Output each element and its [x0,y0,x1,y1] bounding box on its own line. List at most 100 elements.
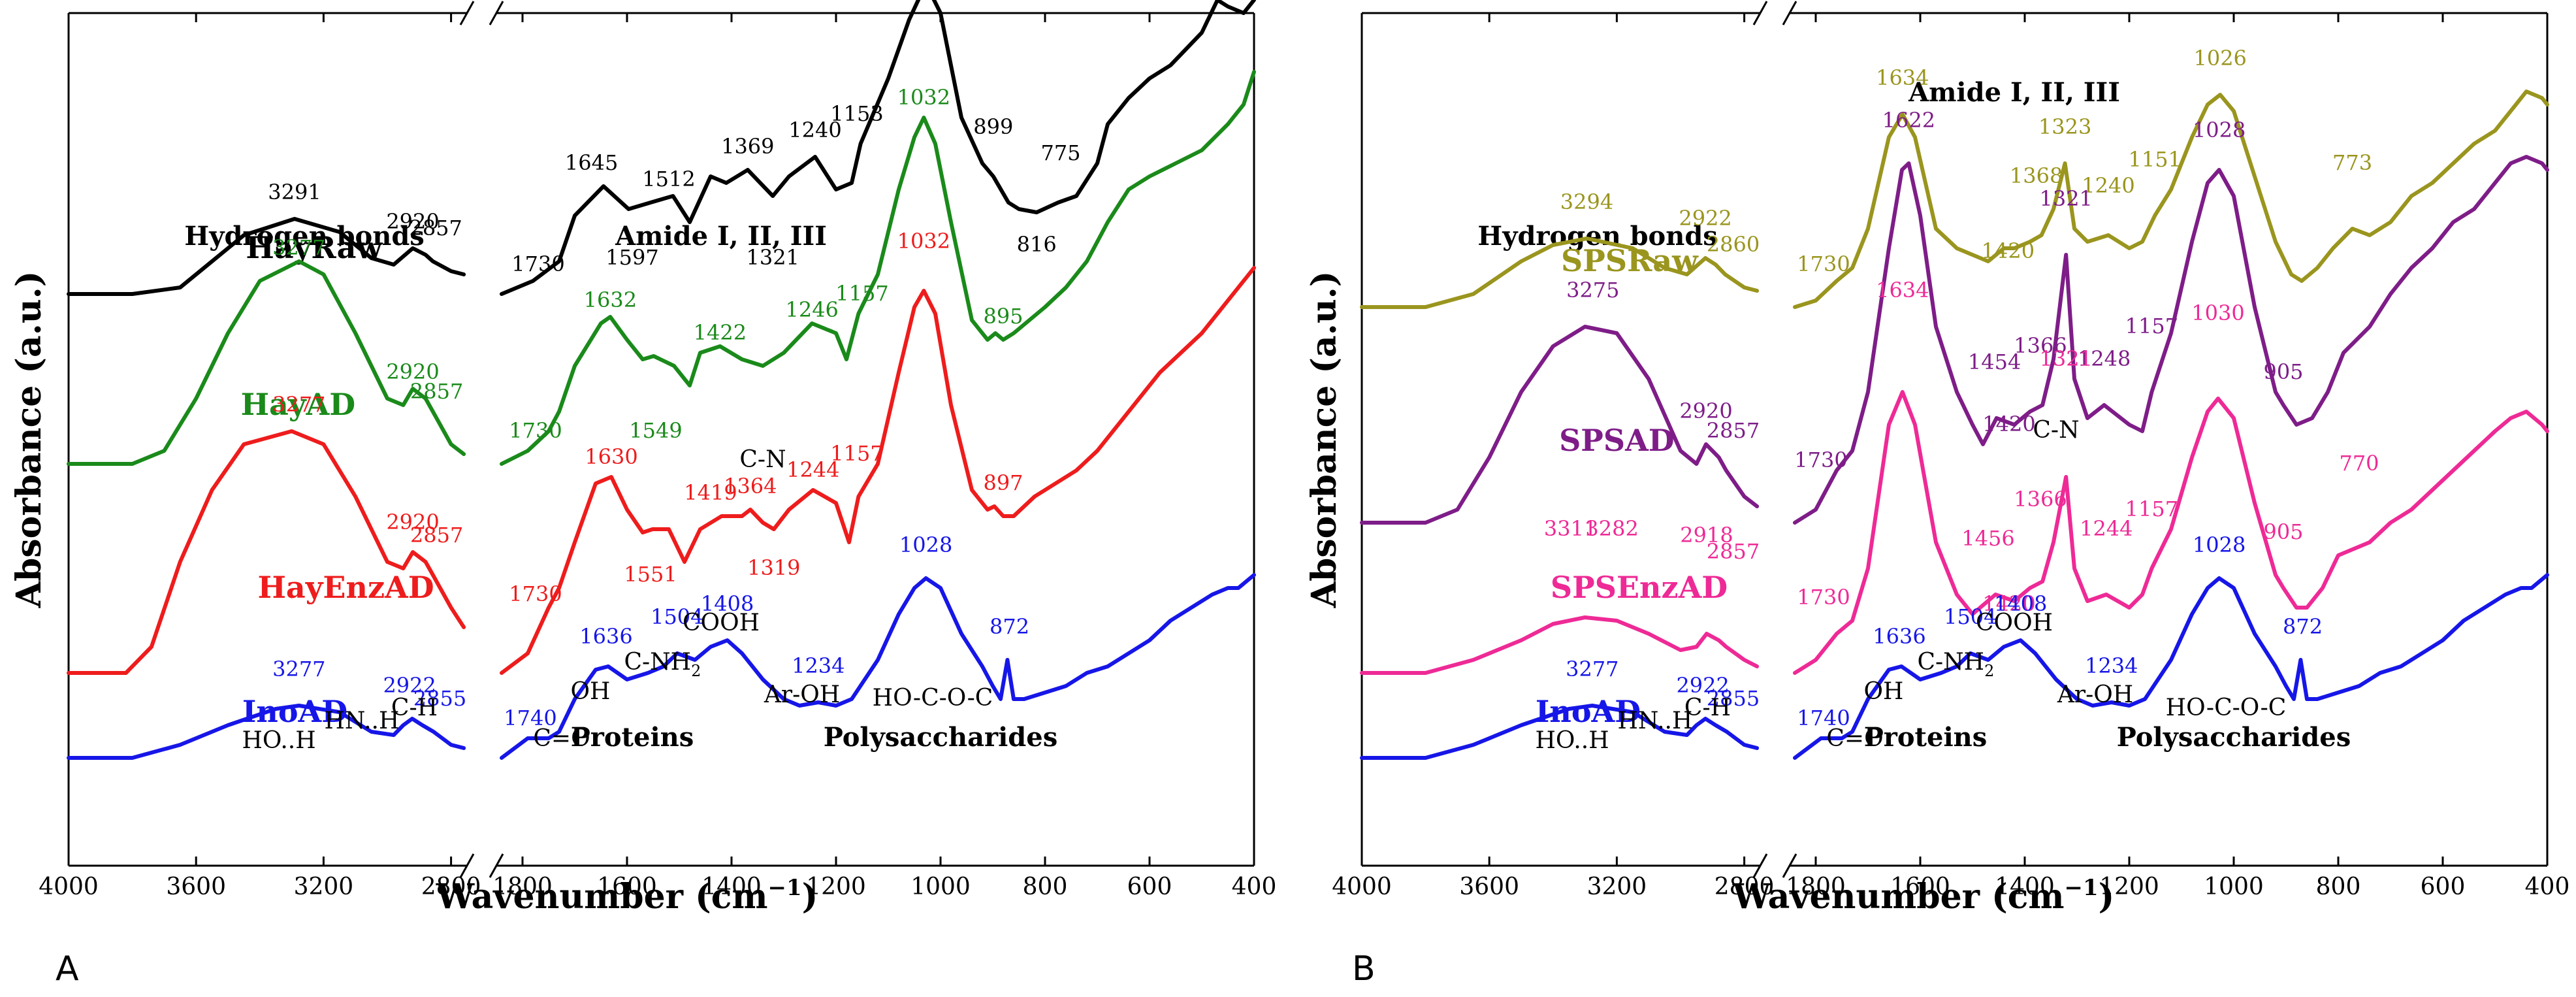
panel-letter: A [56,949,79,989]
peak-label: 775 [1040,140,1080,165]
band-label: COOH [1976,610,2053,636]
band-label-subscript: 2 [691,662,701,680]
peak-label: 1032 [897,85,950,110]
peak-label: 2857 [1707,539,1760,564]
band-label: HO..H [1536,727,1609,754]
band-label-text: Proteins [1864,722,1988,753]
series-label-spsad: SPSAD [1559,423,1675,458]
series-label-hayraw: HayRaw [246,230,383,265]
band-label: C-N [739,446,786,473]
x-tick-label: 2800 [1715,874,1775,900]
x-tick-label: 1800 [492,874,553,900]
peak-label: 895 [983,304,1023,329]
band-label-text: COOH [1976,610,2053,636]
series-label-spsraw: SPSRaw [1561,243,1699,278]
series-label-spsenzad: SPSEnzAD [1551,570,1728,605]
break-mark-left-top [1752,1,1768,25]
x-axis-label: Wavenumber (cm−1) [436,875,818,917]
peak-label: 1240 [788,118,841,142]
x-tick-label: 1600 [597,874,657,900]
peak-label: 1730 [509,581,562,606]
peak-label: 2857 [410,379,463,404]
band-label-text: HO-C-O-C [2166,695,2287,721]
band-label: Proteins [1864,722,1988,753]
peak-label: 1319 [747,555,800,580]
peak-label: 1630 [585,444,637,469]
peak-label: 1026 [2193,46,2246,71]
peak-label: 1512 [642,167,695,191]
peak-label: 1248 [2078,346,2131,371]
peak-label: 899 [973,114,1013,139]
x-tick-label: 3600 [166,874,226,900]
peak-label: 1454 [1968,350,2021,374]
peak-label: 1364 [724,474,777,498]
peak-label: 3291 [268,180,321,204]
x-tick-label: 4000 [1332,874,1392,900]
x-tick-label: 600 [1127,874,1172,900]
band-label: Ar-OH [764,681,840,708]
band-label: HO..H [242,727,316,754]
x-tick-label: 3200 [1587,874,1647,900]
peak-label: 770 [2339,451,2379,476]
peak-label: 3277 [272,392,325,417]
band-label-text: C-NH [1917,649,1984,676]
x-axis-label-text: Wavenumber (cm [1732,877,2065,917]
peak-label: 1321 [2039,186,2092,211]
break-mark-right-top [1782,1,1797,25]
peak-label: 2920 [386,209,439,234]
series-line-inoad-right [1793,573,2549,760]
peak-label: 1645 [565,150,618,175]
series-line-spsraw-left [1360,237,1760,309]
peak-label: 1730 [1794,448,1847,472]
peak-label: 1366 [2014,487,2067,512]
break-mark-left [459,853,475,878]
peak-label: 2920 [386,510,439,534]
peak-label: 1730 [509,418,562,443]
band-label: C=O [1826,725,1883,752]
panel-b: 4000 3600 3200 2800 1800 1600 1400 1200 1000 800 6… [1304,1,2569,989]
peak-label: 2922 [1676,673,1729,698]
peak-label: 1419 [684,480,737,505]
x-tick-label: 1000 [2204,874,2264,900]
peak-label: 1028 [2193,532,2246,557]
peak-label: 1032 [897,229,950,253]
panel-a: 4000 3600 3200 2800 1800 1600 1400 1200 1000 800 6… [9,0,1276,989]
x-tick-label: 400 [2525,874,2570,900]
x-tick-label: 800 [2316,874,2361,900]
x-tick-label: 800 [1023,874,1068,900]
x-tick-label: 1400 [701,874,762,900]
band-label-text: C-N [739,446,786,473]
series-line-hayenzad-left [67,429,466,675]
peak-label: 2857 [409,216,462,240]
series-line-hayad-left [67,259,466,466]
peak-label: 1597 [605,245,658,270]
peak-label: 2920 [1679,399,1732,423]
series-label-inoad: InoAD [242,694,347,729]
x-tick-label: 600 [2421,874,2466,900]
peak-label: 872 [990,614,1029,639]
band-label-text: C=O [533,725,590,752]
break-mark-left [1752,853,1768,878]
band-label-text: OH [571,678,611,705]
band-label-text: COOH [683,610,760,636]
peak-label: 1456 [1961,526,2014,551]
x-tick-label: 1400 [1995,874,2055,900]
x-tick-label: 1000 [910,874,971,900]
peak-label: 3275 [1566,278,1619,302]
band-label: C-NH2 [624,649,701,680]
peak-label: 1157 [830,441,883,466]
x-tick-label: 1600 [1890,874,1950,900]
peak-label: 1740 [504,706,556,730]
band-label-text: HO-C-O-C [873,685,993,711]
peak-label: 1420 [1982,412,2035,436]
peak-label: 905 [2263,359,2303,384]
peak-label: 1369 [721,134,774,159]
peak-label: 1028 [899,532,952,557]
peak-label: 1420 [1982,238,2035,263]
break-mark-right [489,853,504,878]
x-tick-label: 2800 [421,874,481,900]
x-axis-label-text: Wavenumber (cm [436,877,768,917]
peak-label: 773 [2332,150,2372,175]
peak-label: 1246 [785,297,838,322]
